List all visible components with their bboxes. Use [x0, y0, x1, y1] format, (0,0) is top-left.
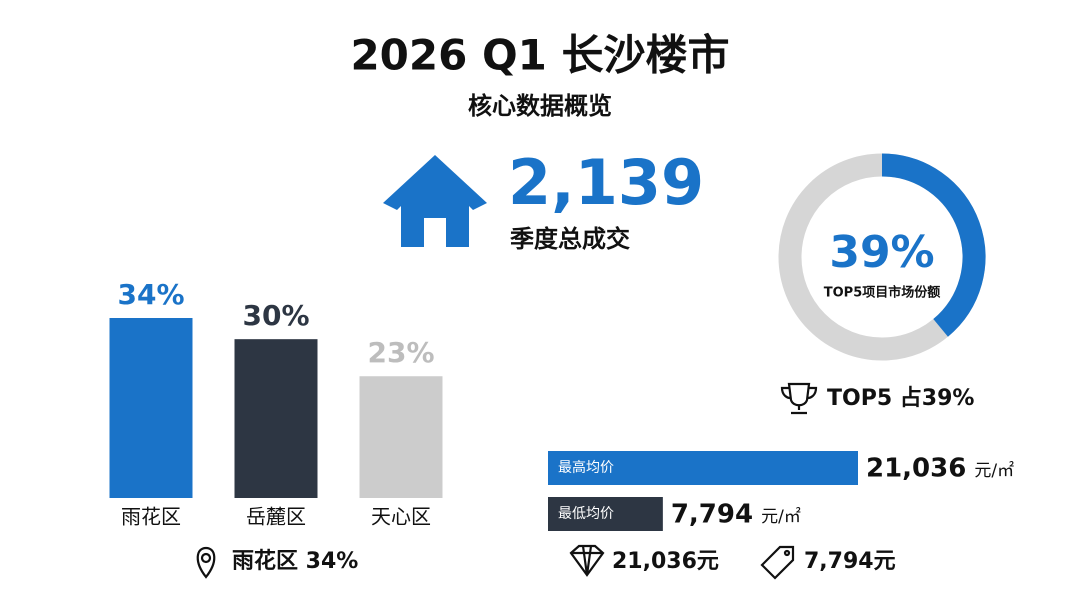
- category-label: 岳麓区: [246, 505, 306, 529]
- trophy-icon: [780, 382, 818, 415]
- hbar-value-label: 21,036: [866, 454, 966, 484]
- hbar: [548, 451, 858, 485]
- subtitle: 核心数据概览: [468, 92, 612, 120]
- house-icon: [383, 155, 487, 247]
- unit-label: 元/㎡: [974, 461, 1014, 481]
- bar: [109, 318, 193, 498]
- pin-icon: [196, 546, 216, 579]
- kpi-label: 季度总成交: [510, 225, 630, 253]
- donut-value-label: 39%: [829, 227, 934, 278]
- unit-label: 元/㎡: [761, 507, 801, 527]
- donut-segment: [881, 153, 986, 337]
- bar: [234, 339, 318, 498]
- annotation: 雨花区 34%: [232, 548, 358, 574]
- diamond-icon: [569, 544, 605, 577]
- annotation: 7,794元: [804, 549, 896, 574]
- hbar-category-label: 最高均价: [558, 459, 614, 476]
- kpi-value: 2,139: [508, 146, 704, 219]
- category-label: 雨花区: [121, 505, 181, 529]
- donut-label: TOP5项目市场份额: [824, 285, 941, 301]
- hbar: [548, 497, 663, 531]
- title: 2026 Q1 长沙楼市: [350, 31, 729, 80]
- tag-icon: [760, 545, 795, 580]
- bar-value-label: 23%: [367, 336, 434, 369]
- bar: [359, 376, 443, 498]
- annotation: 21,036元: [612, 549, 719, 574]
- bar-value-label: 30%: [242, 299, 309, 332]
- hbar-category-label: 最低均价: [558, 506, 614, 522]
- annotation: TOP5 占39%: [827, 386, 974, 411]
- category-label: 天心区: [371, 505, 431, 529]
- hbar-value-label: 7,794: [671, 500, 753, 530]
- bar-value-label: 34%: [117, 278, 184, 311]
